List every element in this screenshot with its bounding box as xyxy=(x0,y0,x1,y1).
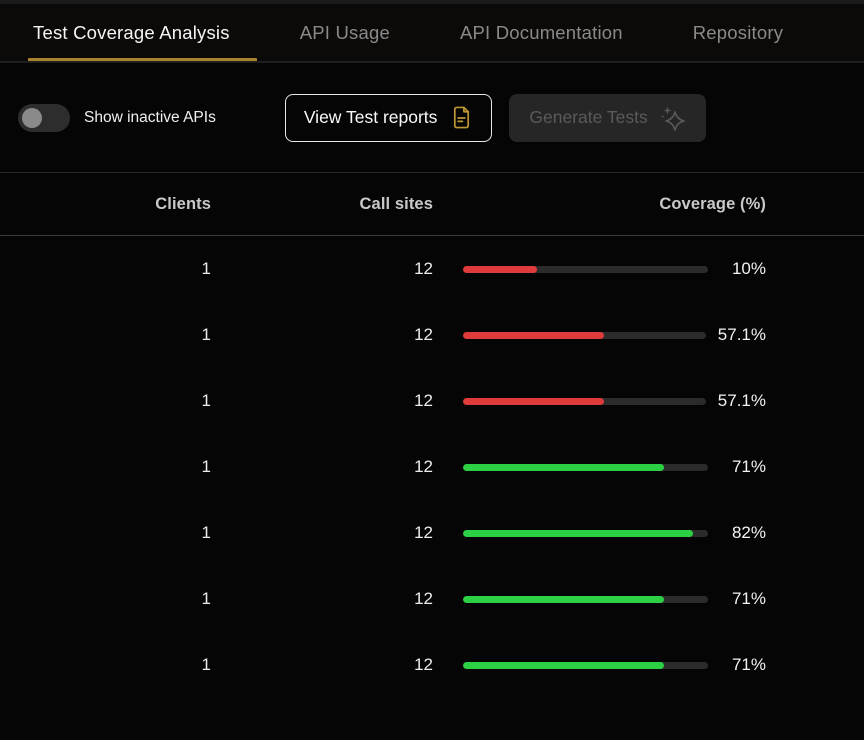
coverage-table: Clients Call sites Coverage (%) 1 12 10%… xyxy=(0,172,864,698)
table-row[interactable]: 1 12 82% xyxy=(0,500,864,566)
table-row[interactable]: 1 12 57.1% xyxy=(0,302,864,368)
coverage-cell: 57.1% xyxy=(433,325,864,345)
coverage-bar-track xyxy=(463,397,706,405)
coverage-bar-track xyxy=(463,595,708,603)
show-inactive-apis-toggle[interactable] xyxy=(18,103,70,132)
table-row[interactable]: 1 12 71% xyxy=(0,632,864,698)
controls-row: Show inactive APIs View Test reports Gen… xyxy=(0,63,864,172)
table-row[interactable]: 1 12 10% xyxy=(0,236,864,302)
document-icon xyxy=(454,106,470,129)
generate-tests-button[interactable]: Generate Tests xyxy=(509,93,706,142)
table-header-row: Clients Call sites Coverage (%) xyxy=(0,172,864,236)
tab-api-documentation[interactable]: API Documentation xyxy=(459,21,623,43)
table-row[interactable]: 1 12 57.1% xyxy=(0,368,864,434)
active-tab-underline xyxy=(28,58,257,61)
coverage-bar-fill xyxy=(463,529,694,537)
coverage-percent: 82% xyxy=(731,523,766,542)
tab-test-coverage-analysis[interactable]: Test Coverage Analysis xyxy=(28,4,257,61)
coverage-bar-fill xyxy=(463,595,664,603)
call-sites-value: 12 xyxy=(414,655,433,674)
coverage-cell: 71% xyxy=(433,589,864,609)
coverage-bar-fill xyxy=(463,331,604,339)
clients-value: 1 xyxy=(201,457,211,476)
coverage-percent: 57.1% xyxy=(717,391,766,410)
coverage-bar-track xyxy=(463,331,706,339)
table-row[interactable]: 1 12 71% xyxy=(0,434,864,500)
coverage-percent: 57.1% xyxy=(717,325,766,344)
column-header-call-sites: Call sites xyxy=(359,194,433,213)
coverage-percent: 71% xyxy=(731,589,766,608)
call-sites-value: 12 xyxy=(414,325,433,344)
coverage-bar-track xyxy=(463,265,708,273)
clients-value: 1 xyxy=(201,523,211,542)
tab-api-usage[interactable]: API Usage xyxy=(299,21,390,43)
view-test-reports-button[interactable]: View Test reports xyxy=(284,93,493,142)
call-sites-value: 12 xyxy=(414,391,433,410)
coverage-cell: 82% xyxy=(433,523,864,543)
generate-tests-label: Generate Tests xyxy=(529,107,648,127)
toggle-knob xyxy=(22,107,42,128)
clients-value: 1 xyxy=(201,589,211,608)
coverage-cell: 10% xyxy=(433,259,864,279)
column-header-clients: Clients xyxy=(155,194,211,213)
tab-bar: Test Coverage Analysis API Usage API Doc… xyxy=(0,4,864,63)
call-sites-value: 12 xyxy=(414,457,433,476)
coverage-percent: 71% xyxy=(731,457,766,476)
coverage-percent: 71% xyxy=(731,655,766,674)
coverage-bar-track xyxy=(463,529,708,537)
table-row[interactable]: 1 12 71% xyxy=(0,566,864,632)
coverage-bar-fill xyxy=(463,397,604,405)
call-sites-value: 12 xyxy=(414,523,433,542)
coverage-bar-track xyxy=(463,661,708,669)
coverage-bar-fill xyxy=(463,661,664,669)
sparkle-icon xyxy=(661,106,685,131)
call-sites-value: 12 xyxy=(414,259,433,278)
column-header-coverage: Coverage (%) xyxy=(659,194,766,213)
clients-value: 1 xyxy=(201,325,211,344)
window-top-strip xyxy=(0,0,864,4)
coverage-cell: 71% xyxy=(433,655,864,675)
clients-value: 1 xyxy=(201,655,211,674)
coverage-bar-fill xyxy=(463,463,664,471)
coverage-cell: 71% xyxy=(433,457,864,477)
view-test-reports-label: View Test reports xyxy=(303,107,438,127)
clients-value: 1 xyxy=(201,391,211,410)
clients-value: 1 xyxy=(201,259,211,278)
tab-repository[interactable]: Repository xyxy=(692,21,784,43)
coverage-table-body: 1 12 10% 1 12 57.1% 1 12 57.1% 1 1 xyxy=(0,236,864,698)
show-inactive-apis-toggle-group: Show inactive APIs xyxy=(18,103,216,132)
call-sites-value: 12 xyxy=(414,589,433,608)
toggle-label: Show inactive APIs xyxy=(84,108,216,126)
coverage-cell: 57.1% xyxy=(433,391,864,411)
coverage-percent: 10% xyxy=(731,259,766,278)
coverage-bar-track xyxy=(463,463,708,471)
coverage-bar-fill xyxy=(463,265,537,273)
tab-label: Test Coverage Analysis xyxy=(33,21,230,43)
